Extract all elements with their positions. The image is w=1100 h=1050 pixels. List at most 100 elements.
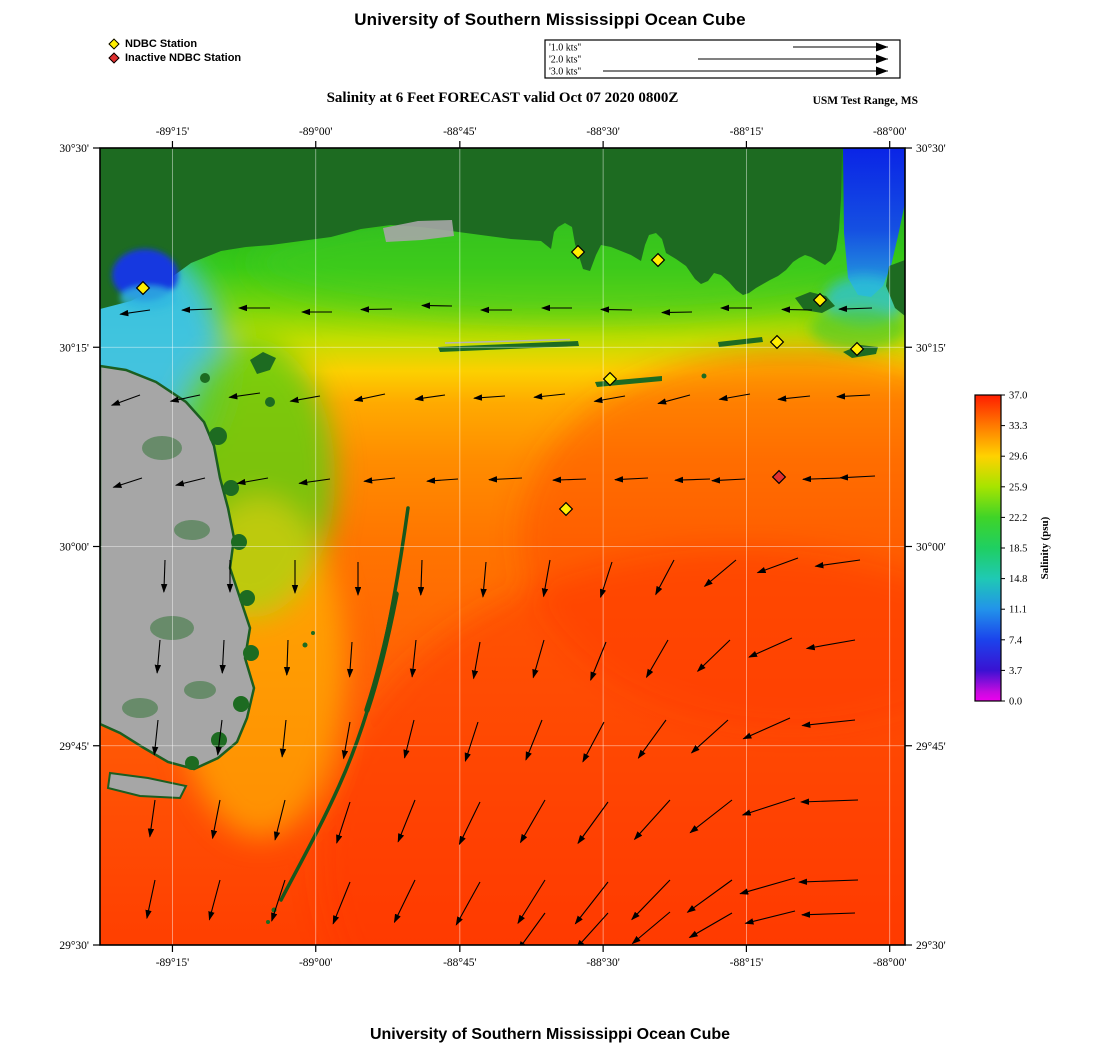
current-vector (533, 393, 566, 400)
ndbc-station-marker (650, 252, 666, 268)
ndbc-station-icon (108, 38, 120, 50)
colorbar-tick-label: 33.3 (1009, 421, 1027, 432)
current-vector (525, 719, 543, 761)
current-vector (645, 639, 669, 679)
current-vector (577, 801, 609, 845)
current-vector (637, 719, 667, 759)
current-vector (689, 799, 733, 834)
current-vector (541, 559, 551, 598)
legend-item-active: NDBC Station (108, 37, 241, 51)
current-vector (112, 477, 143, 488)
current-vector (336, 801, 351, 844)
ndbc-station-markers (135, 244, 865, 517)
current-vector (353, 393, 386, 402)
current-vector (590, 641, 607, 681)
inactive-ndbc-station-marker (771, 469, 787, 485)
coastal-point (795, 292, 835, 313)
ndbc-station-marker (812, 292, 828, 308)
current-vector (801, 719, 856, 728)
current-vector (756, 557, 799, 574)
ndbc-station-marker (849, 341, 865, 357)
current-vector-field (110, 302, 876, 945)
graticule-grid (100, 148, 905, 945)
current-vector (711, 477, 746, 484)
current-vector (517, 879, 546, 925)
current-vector (744, 910, 796, 925)
current-vector (599, 561, 613, 599)
x-tick-label: -88°30' (586, 126, 620, 138)
current-vector (236, 477, 269, 486)
colorbar-title: Salinity (psu) (1039, 516, 1051, 579)
x-tick-label: -89°00' (299, 957, 333, 969)
current-vector (210, 799, 221, 840)
x-tick-label: -88°45' (443, 126, 477, 138)
colorbar-tick-label: 25.9 (1009, 482, 1027, 493)
current-vector (174, 477, 206, 487)
map-axes: -89°15' -89°15' -89°00' -89°00' -88°45' -88°4… (59, 126, 945, 969)
speed-scale-legend: '1.0 kts'''2.0 kts'''3.0 kts'' (544, 39, 901, 79)
current-vector (110, 394, 141, 406)
ndbc-station-marker (769, 334, 785, 350)
current-vector (600, 306, 633, 313)
current-vector (552, 476, 587, 484)
colorbar-tick-label: 18.5 (1009, 544, 1027, 555)
chandeleur-arc (279, 506, 410, 902)
salinity-colorbar: 37.0 33.3 29.6 25.9 22.2 18.5 14.8 11.1 7.4 3.7 0.… (974, 391, 1051, 708)
freshwater-lake (112, 249, 178, 310)
ndbc-legend: NDBC Station Inactive NDBC Station (108, 37, 242, 65)
y-tick-label: 30°30' (59, 143, 89, 155)
bottom-title: University of Southern Mississippi Ocean… (369, 1026, 731, 1043)
legend-label-inactive: Inactive NDBC Station (125, 52, 242, 64)
current-vector (574, 881, 609, 925)
mainland-coast (100, 148, 842, 309)
east-cape (886, 260, 905, 316)
y-tick-label: 29°30' (916, 940, 946, 952)
y-tick-label: 30°15' (59, 342, 89, 354)
current-vector (690, 719, 729, 754)
colorbar-tick-label: 0.0 (1009, 697, 1022, 708)
current-vector (657, 394, 691, 405)
current-vector (228, 392, 261, 400)
forecast-subtitle: Salinity at 6 Feet FORECAST valid Oct 07… (326, 90, 679, 106)
y-tick-label: 29°30' (59, 940, 89, 952)
current-vector (805, 639, 856, 651)
current-vector (458, 801, 481, 846)
current-vector (839, 474, 876, 481)
current-vector (403, 719, 415, 759)
colorbar (974, 394, 1002, 702)
current-vector (273, 799, 286, 841)
current-vector (181, 306, 213, 313)
current-vector (614, 476, 649, 483)
y-tick-label: 30°15' (916, 342, 946, 354)
current-vector (741, 797, 796, 816)
current-vector (655, 559, 675, 596)
x-tick-label: -88°00' (873, 126, 907, 138)
current-vector (703, 559, 737, 587)
current-vector (271, 879, 286, 922)
current-vector (688, 912, 733, 939)
current-vector (151, 719, 159, 756)
current-vector (631, 911, 671, 945)
colorbar-tick-label: 37.0 (1009, 391, 1027, 402)
current-vector (279, 719, 287, 758)
speed-scale-label: '1.0 kts'' (549, 43, 581, 54)
colorbar-tick-label: 7.4 (1009, 635, 1023, 646)
current-vector (473, 394, 506, 401)
current-vector (520, 799, 546, 844)
x-tick-label: -88°15' (730, 957, 764, 969)
current-vector (414, 394, 446, 402)
current-vector (471, 641, 481, 680)
current-vector (332, 881, 351, 925)
current-vector (781, 306, 813, 313)
speed-scale-label: '3.0 kts'' (549, 67, 581, 78)
ndbc-station-marker (570, 244, 586, 260)
legend-label-active: NDBC Station (125, 38, 198, 50)
x-tick-label: -88°00' (873, 957, 907, 969)
colorbar-tick-label: 29.6 (1009, 452, 1027, 463)
y-tick-label: 30°00' (59, 542, 89, 554)
current-vector (341, 721, 351, 760)
current-vector (582, 721, 605, 763)
coastal-sand-patch (383, 220, 454, 242)
current-vector (696, 639, 731, 672)
current-vector (633, 799, 671, 841)
